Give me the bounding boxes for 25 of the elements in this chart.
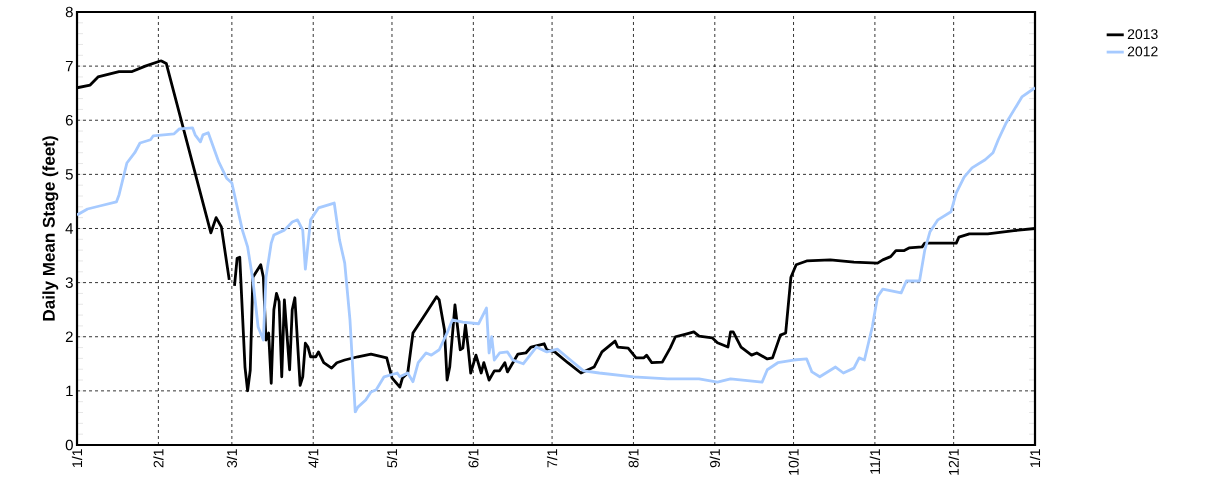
x-tick-label: 4/1 [308, 449, 319, 468]
y-axis-title: Daily Mean Stage (feet) [42, 136, 59, 321]
x-tick-label: 1/1 [1029, 449, 1041, 467]
y-tick-label: 2 [65, 331, 73, 342]
legend-label: 2013 [1127, 29, 1158, 40]
x-tick-label: 7/1 [546, 449, 558, 468]
y-tick-label: 0 [65, 439, 73, 451]
x-tick-label: 12/1 [948, 449, 959, 475]
x-tick-label: 8/1 [628, 449, 639, 468]
x-tick-label: 10/1 [788, 449, 799, 475]
x-tick-label: 9/1 [709, 449, 720, 468]
x-tick-label: 2/1 [153, 449, 164, 468]
y-tick-label: 8 [65, 6, 73, 18]
y-tick-label: 5 [65, 169, 73, 180]
y-tick-label: 1 [66, 385, 73, 397]
y-tick-label: 6 [65, 114, 73, 126]
x-tick-label: 5/1 [386, 449, 398, 468]
y-tick-label: 7 [65, 60, 73, 72]
legend-label: 2012 [1127, 46, 1158, 57]
x-tick-label: 6/1 [468, 449, 479, 468]
y-tick-label: 3 [65, 277, 73, 288]
x-tick-label: 1/1 [71, 449, 83, 467]
y-tick-label: 4 [65, 223, 74, 234]
x-tick-label: 11/1 [869, 449, 881, 474]
x-tick-label: 3/1 [226, 449, 238, 468]
